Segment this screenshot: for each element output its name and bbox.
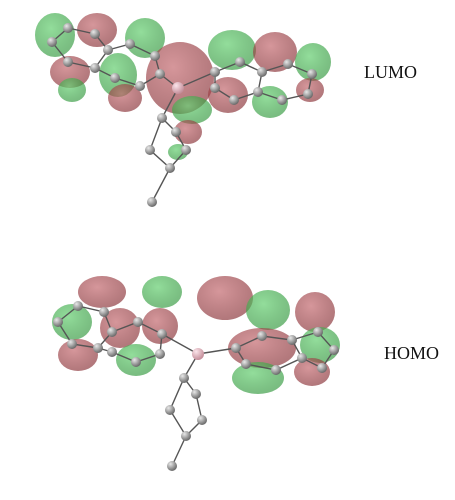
carbon-atom — [147, 197, 157, 207]
carbon-atom — [155, 349, 165, 359]
orbital-lobe — [300, 327, 340, 363]
carbon-atom — [229, 95, 239, 105]
lumo-lobes — [35, 13, 331, 160]
orbital-lobe — [172, 96, 212, 124]
carbon-atom — [157, 329, 167, 339]
carbon-atom — [297, 353, 307, 363]
carbon-atom — [303, 89, 313, 99]
carbon-atom — [63, 57, 73, 67]
orbital-lobe — [100, 308, 140, 348]
carbon-atom — [253, 87, 263, 97]
carbon-atom — [241, 359, 251, 369]
orbital-lobe — [146, 42, 214, 114]
orbital-lobe — [295, 43, 331, 81]
orbital-lobe — [78, 276, 126, 308]
carbon-atom — [210, 67, 220, 77]
carbon-atom — [271, 365, 281, 375]
carbon-atom — [73, 301, 83, 311]
boron-atom — [192, 348, 204, 360]
orbital-lobe — [246, 290, 290, 330]
carbon-atom — [125, 39, 135, 49]
carbon-atom — [277, 95, 287, 105]
carbon-atom — [329, 345, 339, 355]
orbital-lobe — [58, 339, 98, 371]
carbon-atom — [231, 343, 241, 353]
carbon-atom — [165, 163, 175, 173]
carbon-atom — [317, 363, 327, 373]
orbital-lobe — [58, 78, 86, 102]
carbon-atom — [63, 23, 73, 33]
carbon-atom — [181, 145, 191, 155]
orbital-lobe — [142, 308, 178, 344]
orbital-lobe — [52, 304, 92, 340]
carbon-atom — [135, 81, 145, 91]
carbon-atom — [155, 69, 165, 79]
carbon-atom — [283, 59, 293, 69]
lumo-label: LUMO — [364, 62, 417, 82]
carbon-atom — [47, 37, 57, 47]
orbital-lobe — [208, 30, 256, 70]
carbon-atom — [167, 461, 177, 471]
orbital-lobe — [197, 276, 253, 320]
orbital-lobe — [108, 84, 142, 112]
orbital-lobe — [295, 292, 335, 332]
carbon-atom — [307, 69, 317, 79]
carbon-atom — [235, 57, 245, 67]
carbon-atom — [110, 73, 120, 83]
homo-orbital-render — [52, 276, 340, 471]
orbital-lobe — [174, 120, 202, 144]
carbon-atom — [181, 431, 191, 441]
orbital-lobe — [125, 18, 165, 58]
homo-bonds — [57, 305, 335, 467]
lumo-atoms — [47, 23, 317, 207]
orbital-lobe — [142, 276, 182, 308]
carbon-atom — [257, 67, 267, 77]
carbon-atom — [157, 113, 167, 123]
carbon-atom — [165, 405, 175, 415]
carbon-atom — [53, 317, 63, 327]
carbon-atom — [107, 327, 117, 337]
carbon-atom — [171, 127, 181, 137]
carbon-atom — [197, 415, 207, 425]
homo-lobes — [52, 276, 340, 394]
carbon-atom — [133, 317, 143, 327]
carbon-atom — [145, 145, 155, 155]
carbon-atom — [257, 331, 267, 341]
carbon-atom — [150, 51, 160, 61]
carbon-atom — [287, 335, 297, 345]
carbon-atom — [90, 63, 100, 73]
carbon-atom — [313, 327, 323, 337]
carbon-atom — [67, 339, 77, 349]
carbon-atom — [179, 373, 189, 383]
lumo-orbital-render — [35, 13, 331, 207]
carbon-atom — [191, 389, 201, 399]
homo-label: HOMO — [384, 343, 440, 363]
orbital-lobe — [35, 13, 75, 57]
carbon-atom — [103, 45, 113, 55]
carbon-atom — [93, 343, 103, 353]
carbon-atom — [107, 347, 117, 357]
homo-atoms — [53, 301, 339, 471]
carbon-atom — [131, 357, 141, 367]
carbon-atom — [210, 83, 220, 93]
boron-atom — [172, 82, 184, 94]
carbon-atom — [90, 29, 100, 39]
carbon-atom — [99, 307, 109, 317]
orbital-lobe — [208, 77, 248, 113]
